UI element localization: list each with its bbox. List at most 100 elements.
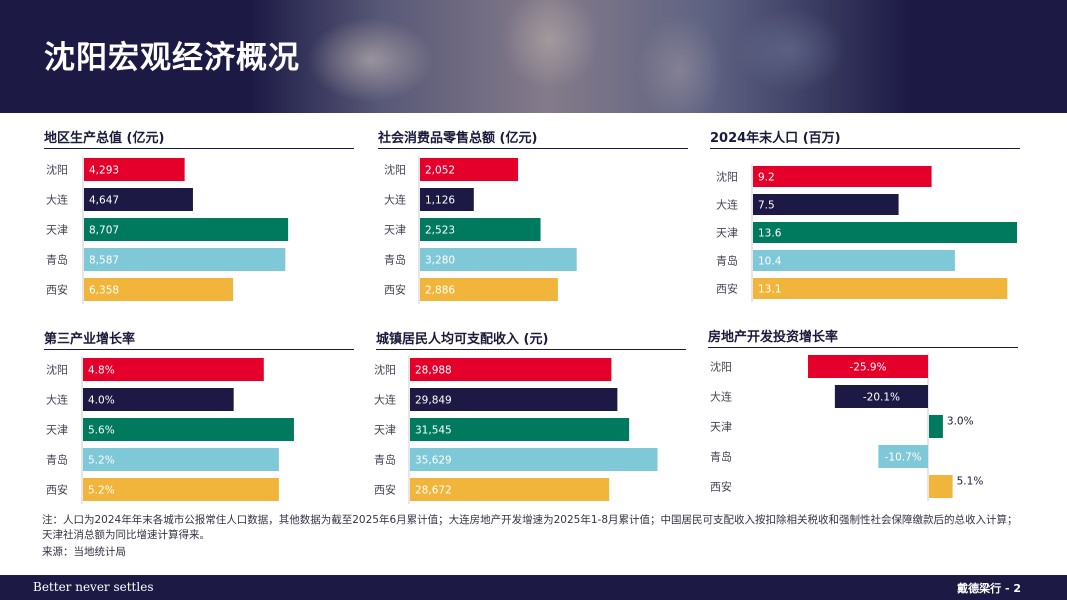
bar bbox=[420, 278, 558, 301]
chart-divider bbox=[44, 349, 354, 350]
chart-title: 2024年末人口 (百万) bbox=[710, 131, 841, 146]
category-label: 青岛 bbox=[384, 253, 406, 267]
data-label: 4.0% bbox=[88, 395, 115, 407]
bar bbox=[83, 478, 279, 501]
chart-plot: 沈阳 28,988 大连 29,849 天津 31,545 青岛 35,629 西安 28,672 bbox=[374, 356, 658, 504]
data-label: 6,358 bbox=[89, 285, 119, 297]
chart-divider bbox=[708, 347, 1018, 348]
bar bbox=[753, 250, 955, 271]
bar bbox=[420, 188, 474, 211]
data-label: 31,545 bbox=[415, 425, 452, 437]
bar bbox=[84, 188, 193, 211]
chart-title: 城镇居民人均可支配收入 (元) bbox=[376, 332, 549, 347]
category-label: 青岛 bbox=[46, 253, 68, 267]
category-label: 天津 bbox=[716, 227, 738, 240]
data-label: 4,293 bbox=[89, 165, 119, 177]
category-label: 大连 bbox=[46, 193, 68, 207]
footnote: 注：人口为2024年年末各城市公报常住人口数据，其他数据为截至2025年6月累计… bbox=[42, 514, 1018, 541]
category-label: 天津 bbox=[46, 424, 68, 437]
chart-divider bbox=[710, 148, 1020, 149]
data-label: 8,587 bbox=[89, 255, 119, 267]
tertiary-growth-chart: 第三产业增长率 沈阳 4.8% 大连 4.0% 天津 5.6% 青岛 5.2% 西安 5.2% bbox=[44, 328, 354, 518]
category-label: 大连 bbox=[46, 393, 68, 407]
data-label: 28,988 bbox=[415, 365, 452, 377]
data-label: 2,052 bbox=[425, 165, 455, 177]
data-label: -20.1% bbox=[863, 392, 900, 404]
bar bbox=[84, 218, 289, 241]
data-label: 5.2% bbox=[88, 455, 115, 467]
banner-photo bbox=[250, 0, 910, 113]
bar bbox=[420, 218, 541, 241]
data-label: 13.6 bbox=[758, 228, 782, 240]
chart-divider bbox=[376, 349, 686, 350]
gdp-chart: 地区生产总值 (亿元) 沈阳 4,293 大连 4,647 天津 8,707 青岛 8,587… bbox=[44, 127, 354, 317]
real-estate-investment-chart: 房地产开发投资增长率 沈阳 -25.9% 大连 -20.1% 天津 3.0% 青岛 -10.7… bbox=[708, 326, 1018, 516]
category-label: 西安 bbox=[384, 283, 406, 297]
bar bbox=[84, 248, 286, 271]
footer-tagline: Better never settles bbox=[33, 580, 154, 594]
data-label: 1,126 bbox=[425, 195, 455, 207]
category-label: 天津 bbox=[710, 421, 732, 434]
chart-plot: 沈阳 4,293 大连 4,647 天津 8,707 青岛 8,587 西安 6,358 bbox=[46, 156, 289, 304]
bar bbox=[929, 415, 943, 438]
header-banner: 沈阳宏观经济概况 bbox=[0, 0, 1067, 113]
category-label: 天津 bbox=[374, 424, 396, 437]
bar bbox=[929, 475, 953, 498]
bar bbox=[410, 478, 610, 501]
category-label: 大连 bbox=[384, 193, 406, 207]
data-label: 2,886 bbox=[425, 285, 455, 297]
bar bbox=[753, 278, 1008, 299]
footer-brand: 戴德梁行 - 2 bbox=[957, 582, 1021, 595]
category-label: 沈阳 bbox=[716, 170, 738, 184]
category-label: 西安 bbox=[46, 283, 68, 297]
retail-sales-chart: 社会消费品零售总额 (亿元) 沈阳 2,052 大连 1,126 天津 2,523 青岛 3,… bbox=[378, 127, 688, 317]
page-title: 沈阳宏观经济概况 bbox=[44, 40, 300, 76]
category-label: 沈阳 bbox=[374, 363, 396, 377]
bar bbox=[410, 418, 630, 441]
data-label: 3.0% bbox=[947, 416, 974, 428]
bar bbox=[410, 448, 658, 471]
bar bbox=[83, 448, 279, 471]
category-label: 西安 bbox=[710, 480, 732, 494]
data-label: 35,629 bbox=[415, 455, 452, 467]
data-label: 13.1 bbox=[758, 284, 781, 296]
category-label: 青岛 bbox=[374, 453, 396, 467]
data-label: 5.6% bbox=[88, 425, 115, 437]
data-label: 3,280 bbox=[425, 255, 455, 267]
category-label: 青岛 bbox=[710, 450, 732, 464]
category-label: 沈阳 bbox=[384, 163, 406, 177]
category-label: 西安 bbox=[46, 483, 68, 497]
category-label: 西安 bbox=[716, 282, 738, 296]
data-label: -25.9% bbox=[849, 362, 886, 374]
data-label: 5.2% bbox=[88, 485, 115, 497]
chart-divider bbox=[378, 148, 688, 149]
data-label: 4.8% bbox=[88, 365, 115, 377]
data-label: 9.2 bbox=[758, 172, 775, 184]
category-label: 大连 bbox=[716, 198, 738, 212]
footer-bar: Better never settles 戴德梁行 - 2 bbox=[0, 575, 1067, 600]
category-label: 沈阳 bbox=[46, 363, 68, 377]
data-label: 7.5 bbox=[758, 200, 775, 212]
category-label: 青岛 bbox=[716, 254, 738, 268]
income-chart: 城镇居民人均可支配收入 (元) 沈阳 28,988 大连 29,849 天津 31,545… bbox=[374, 328, 686, 518]
bar bbox=[410, 358, 612, 381]
chart-title: 社会消费品零售总额 (亿元) bbox=[378, 131, 538, 146]
chart-title: 地区生产总值 (亿元) bbox=[44, 131, 165, 146]
chart-divider bbox=[44, 148, 354, 149]
category-label: 大连 bbox=[374, 393, 396, 407]
chart-plot: 沈阳 9.2 大连 7.5 天津 13.6 青岛 10.4 西安 13.1 bbox=[716, 164, 1017, 302]
data-label: 4,647 bbox=[89, 195, 119, 207]
data-label: 5.1% bbox=[957, 476, 984, 488]
data-label: 28,672 bbox=[415, 485, 452, 497]
category-label: 西安 bbox=[374, 483, 396, 497]
category-label: 青岛 bbox=[46, 453, 68, 467]
bar bbox=[83, 418, 294, 441]
source-note: 来源：当地统计局 bbox=[42, 546, 126, 558]
category-label: 天津 bbox=[46, 224, 68, 237]
data-label: 10.4 bbox=[758, 256, 782, 268]
chart-title: 第三产业增长率 bbox=[44, 332, 136, 347]
bar bbox=[753, 222, 1017, 243]
data-label: -10.7% bbox=[885, 452, 922, 464]
bar bbox=[410, 388, 618, 411]
category-label: 沈阳 bbox=[46, 163, 68, 177]
